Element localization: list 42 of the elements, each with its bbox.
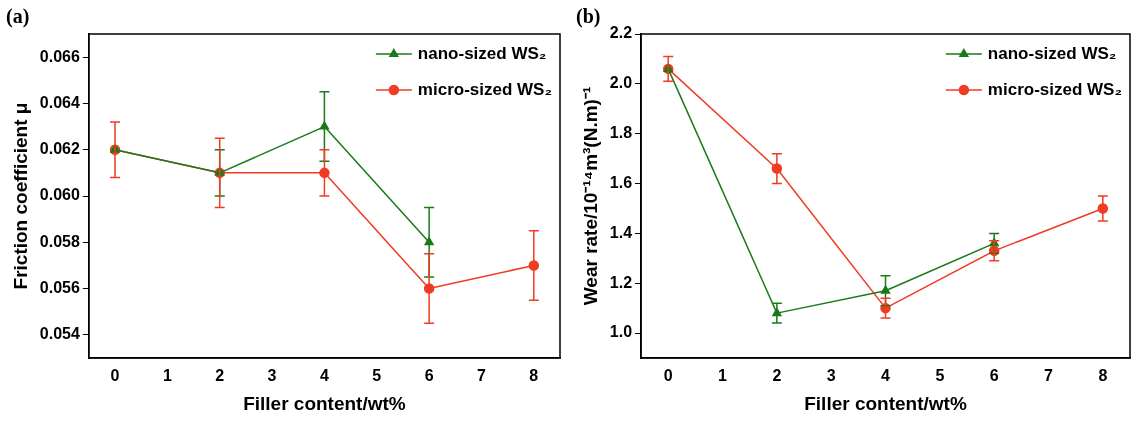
y-tick-label: 1.8 (609, 124, 633, 142)
x-tick-label: 4 (881, 367, 891, 385)
y-tick-label: 0.066 (39, 47, 80, 65)
x-tick-label: 8 (1098, 367, 1108, 385)
y-tick-label: 0.062 (39, 140, 80, 158)
x-tick-label: 8 (529, 367, 539, 385)
legend-label: nano-sized WS₂ (417, 43, 547, 63)
y-tick-label: 0.056 (39, 278, 80, 296)
x-tick-label: 7 (1044, 367, 1054, 385)
x-tick-label: 2 (772, 367, 782, 385)
x-tick-label: 6 (989, 367, 999, 385)
x-tick-label: 0 (663, 367, 673, 385)
y-tick-label: 0.060 (39, 186, 80, 204)
y-tick-label: 0.054 (39, 325, 80, 343)
legend-label: micro-sized WS₂ (417, 79, 553, 99)
y-tick-label: 1.6 (609, 173, 633, 191)
x-tick-label: 3 (826, 367, 836, 385)
y-axis-title: Friction coefficient μ (9, 102, 31, 290)
x-tick-label: 2 (215, 367, 225, 385)
x-tick-label: 5 (935, 367, 945, 385)
y-tick-label: 1.4 (609, 223, 633, 241)
x-tick-label: 7 (477, 367, 487, 385)
x-tick-label: 1 (162, 367, 172, 385)
x-tick-label: 1 (718, 367, 728, 385)
y-tick-label: 2.2 (609, 24, 633, 42)
x-tick-label: 6 (424, 367, 434, 385)
chart-title: (b) (576, 5, 601, 29)
y-tick-label: 2.0 (609, 74, 633, 92)
chart-title: (a) (6, 5, 30, 29)
legend-label: micro-sized WS₂ (987, 79, 1123, 99)
y-tick-label: 0.058 (39, 232, 80, 250)
x-tick-label: 5 (372, 367, 382, 385)
legend-label: nano-sized WS₂ (987, 43, 1117, 63)
y-tick-label: 0.064 (39, 93, 80, 111)
x-axis-title: Filler content/wt% (243, 392, 406, 414)
y-tick-label: 1.2 (609, 273, 633, 291)
x-tick-label: 4 (319, 367, 329, 385)
x-tick-label: 0 (110, 367, 120, 385)
y-tick-label: 1.0 (609, 323, 633, 341)
y-axis-title: Wear rate/10⁻¹⁴m³(N.m)⁻¹ (579, 86, 601, 306)
x-axis-title: Filler content/wt% (804, 392, 967, 414)
x-tick-label: 3 (267, 367, 277, 385)
